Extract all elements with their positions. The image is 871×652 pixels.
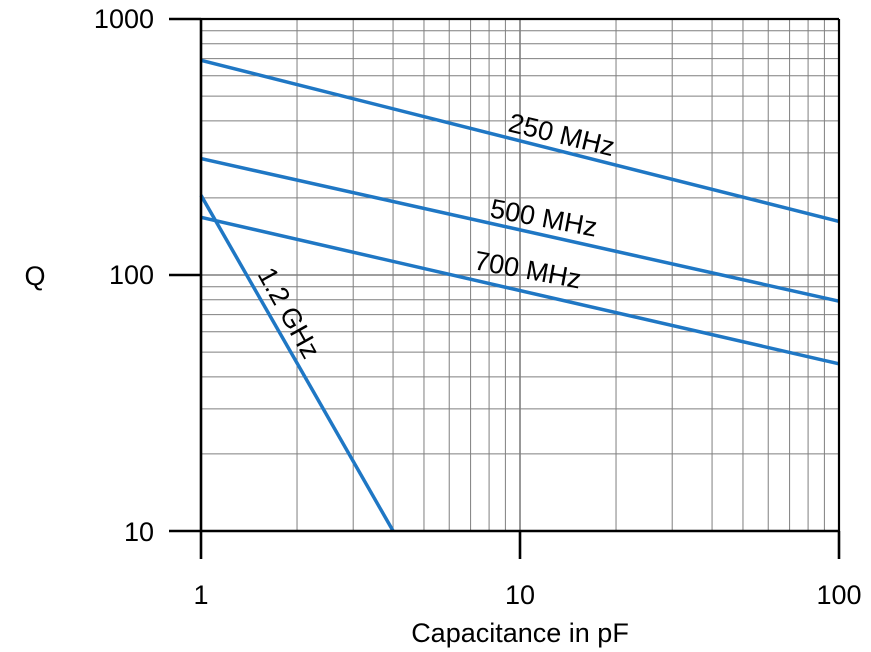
series-line-1-2-ghz (199, 194, 395, 532)
y-axis-label: Q (24, 261, 45, 291)
y-tick-label-1000: 1000 (94, 4, 154, 34)
series-layer (199, 58, 840, 532)
series-label-250-mhz: 250 MHz (506, 108, 618, 162)
x-tick-label-1: 1 (193, 580, 208, 610)
grid-layer (201, 19, 839, 531)
axis-layer (169, 17, 841, 559)
x-tick-label-10: 10 (505, 580, 535, 610)
series-line-250-mhz (200, 58, 840, 224)
series-line-500-mhz (200, 156, 840, 303)
series-line-700-mhz (200, 215, 840, 366)
x-axis-label: Capacitance in pF (411, 618, 629, 648)
y-tick-label-10: 10 (124, 517, 154, 547)
y-tick-label-100: 100 (109, 260, 154, 290)
x-tick-label-100: 100 (816, 580, 861, 610)
